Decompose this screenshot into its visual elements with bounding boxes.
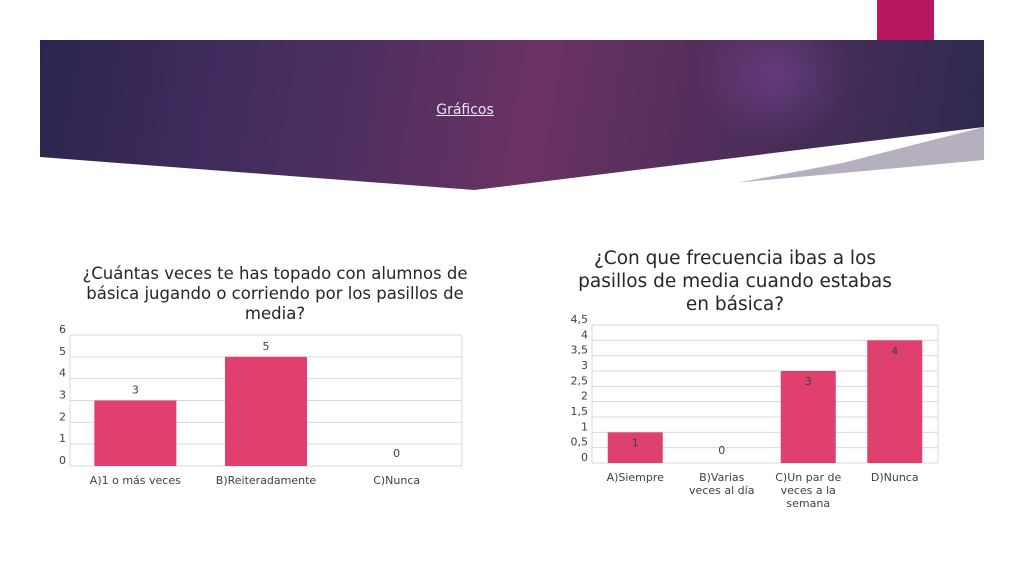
chart-2-category-label: A)Siempre [607, 471, 665, 484]
chart-2-y-tick-label: 2 [581, 390, 588, 403]
chart-1-category-label: B)Reiteradamente [216, 474, 317, 487]
chart-2-y-tick-label: 4,5 [571, 313, 589, 326]
chart-2-data-label: 0 [718, 444, 725, 457]
chart-2-y-tick-label: 4 [581, 328, 588, 341]
chart-2-category-label: C)Un par de [775, 471, 841, 484]
chart-1-category-label: C)Nunca [373, 474, 420, 487]
chart-2-bar [607, 432, 663, 463]
chart-2-category-label: veces a la [781, 484, 836, 497]
chart-1-data-label: 0 [393, 447, 400, 460]
chart-1-y-tick-label: 0 [59, 454, 66, 467]
chart-1-y-tick-label: 2 [59, 410, 66, 423]
chart-2-bar [780, 371, 836, 463]
chart-2-data-label: 1 [632, 436, 639, 449]
chart-2-category-label: veces al día [689, 484, 754, 497]
chart-2-data-label: 4 [891, 344, 898, 357]
chart-1-bar [94, 400, 177, 466]
chart-2-category-label: D)Nunca [871, 471, 919, 484]
chart-1-data-label: 5 [263, 340, 270, 353]
chart-2-y-tick-label: 2,5 [571, 374, 589, 387]
chart-1-y-tick-label: 1 [59, 432, 66, 445]
chart-1-y-tick-label: 3 [59, 389, 66, 402]
chart-2-y-tick-label: 1 [581, 420, 588, 433]
chart-1-y-tick-label: 4 [59, 367, 66, 380]
chart-2-y-tick-label: 3 [581, 359, 588, 372]
chart-1-title: ¿Cuántas veces te has topado con alumnos… [82, 264, 468, 323]
page-title-link[interactable]: Gráficos [436, 102, 494, 118]
chart-2-y-tick-label: 0,5 [571, 436, 589, 449]
chart-2-title: ¿Con que frecuencia ibas a los pasillos … [578, 248, 892, 315]
chart-2-y-tick-label: 3,5 [571, 344, 589, 357]
chart-1-y-tick-label: 5 [59, 345, 66, 358]
chart-1-y-tick-label: 6 [59, 323, 66, 336]
chart-2-bar [867, 340, 923, 463]
chart-1-category-label: A)1 o más veces [90, 474, 181, 487]
chart-2-y-tick-label: 0 [581, 451, 588, 464]
chart-2-category-label: B)Varias [699, 471, 745, 484]
chart-2-data-label: 3 [805, 375, 812, 388]
chart-1-data-label: 3 [132, 384, 139, 397]
chart-1-bar [225, 356, 307, 466]
chart-2-y-tick-label: 1,5 [571, 405, 589, 418]
chart-2-category-label: semana [786, 497, 830, 510]
